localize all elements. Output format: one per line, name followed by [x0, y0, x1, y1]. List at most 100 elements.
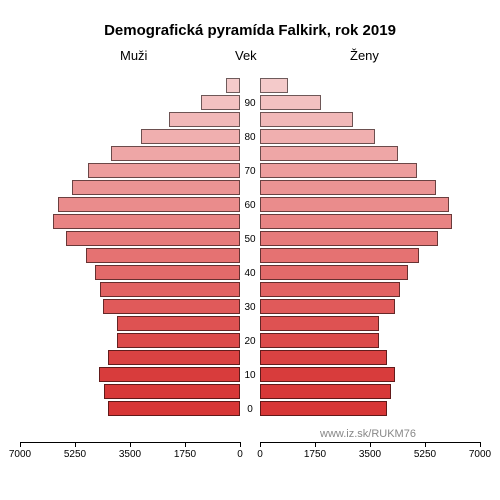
x-tick-label: 3500 — [119, 449, 141, 460]
bar-row — [260, 231, 480, 246]
male-bar — [86, 248, 240, 263]
x-tick — [425, 442, 426, 447]
female-bar — [260, 129, 375, 144]
male-bar — [88, 163, 240, 178]
population-pyramid-chart: Demografická pyramída Falkirk, rok 2019 … — [0, 0, 500, 500]
female-bar — [260, 282, 400, 297]
bar-row — [20, 163, 240, 178]
plot-area: 0102030405060708090 — [20, 70, 480, 440]
bar-row — [20, 299, 240, 314]
bar-row — [260, 367, 480, 382]
x-tick-label: 5250 — [64, 449, 86, 460]
bar-row — [260, 316, 480, 331]
bar-row — [20, 197, 240, 212]
male-bar — [72, 180, 240, 195]
bar-row — [260, 265, 480, 280]
age-axis-gap: 0102030405060708090 — [240, 70, 260, 440]
female-bar — [260, 146, 398, 161]
bar-row — [20, 316, 240, 331]
female-bar — [260, 231, 438, 246]
column-label-age: Vek — [235, 48, 257, 63]
bar-row — [260, 95, 480, 110]
male-bar — [103, 299, 240, 314]
bar-row — [20, 95, 240, 110]
bar-row — [20, 350, 240, 365]
female-bar — [260, 333, 379, 348]
female-bar — [260, 180, 436, 195]
x-tick-label: 7000 — [9, 449, 31, 460]
female-bar — [260, 401, 387, 416]
column-label-male: Muži — [120, 48, 147, 63]
bar-row — [20, 78, 240, 93]
age-tick-label: 50 — [240, 234, 260, 245]
x-tick — [185, 442, 186, 447]
female-bar — [260, 316, 379, 331]
female-bar — [260, 95, 321, 110]
bar-row — [20, 112, 240, 127]
male-bar — [95, 265, 240, 280]
bar-row — [20, 367, 240, 382]
male-bar — [53, 214, 240, 229]
male-bar — [104, 384, 240, 399]
x-tick — [75, 442, 76, 447]
bar-row — [260, 180, 480, 195]
female-bar — [260, 265, 408, 280]
age-tick-label: 20 — [240, 336, 260, 347]
x-tick-label: 5250 — [414, 449, 436, 460]
age-tick-label: 60 — [240, 200, 260, 211]
female-bar — [260, 163, 417, 178]
bar-row — [260, 248, 480, 263]
chart-title: Demografická pyramída Falkirk, rok 2019 — [0, 22, 500, 39]
bar-row — [20, 129, 240, 144]
male-bar — [141, 129, 240, 144]
bar-row — [20, 333, 240, 348]
male-bar — [226, 78, 240, 93]
bar-row — [20, 282, 240, 297]
age-tick-label: 90 — [240, 98, 260, 109]
male-bar — [117, 333, 240, 348]
bar-row — [20, 146, 240, 161]
x-tick — [130, 442, 131, 447]
bar-row — [260, 129, 480, 144]
x-tick — [480, 442, 481, 447]
age-tick-label: 30 — [240, 302, 260, 313]
bar-row — [20, 180, 240, 195]
female-bar — [260, 384, 391, 399]
male-bar — [99, 367, 240, 382]
bar-row — [20, 214, 240, 229]
female-bar — [260, 197, 449, 212]
male-bar — [100, 282, 240, 297]
x-tick-label: 3500 — [359, 449, 381, 460]
female-bar — [260, 78, 288, 93]
x-tick-label: 1750 — [304, 449, 326, 460]
x-tick — [260, 442, 261, 447]
age-tick-label: 10 — [240, 370, 260, 381]
bar-row — [260, 146, 480, 161]
female-bar — [260, 350, 387, 365]
male-bar — [108, 350, 240, 365]
x-tick — [20, 442, 21, 447]
x-tick-label: 0 — [237, 449, 243, 460]
bar-row — [20, 248, 240, 263]
female-bars-panel — [260, 70, 480, 440]
male-bars-panel — [20, 70, 240, 440]
x-tick-label: 0 — [257, 449, 263, 460]
age-tick-label: 80 — [240, 132, 260, 143]
bar-row — [260, 401, 480, 416]
watermark-text: www.iz.sk/RUKM76 — [320, 428, 416, 440]
bar-row — [20, 384, 240, 399]
bar-row — [260, 163, 480, 178]
bar-row — [260, 197, 480, 212]
male-bar — [58, 197, 240, 212]
bar-row — [260, 299, 480, 314]
bar-row — [20, 401, 240, 416]
male-bar — [169, 112, 240, 127]
x-tick — [370, 442, 371, 447]
male-bar — [201, 95, 240, 110]
female-bar — [260, 112, 353, 127]
male-bar — [117, 316, 240, 331]
column-label-female: Ženy — [350, 48, 379, 63]
bar-row — [260, 333, 480, 348]
x-axis: 0017501750350035005250525070007000 — [20, 442, 480, 472]
male-bar — [108, 401, 240, 416]
